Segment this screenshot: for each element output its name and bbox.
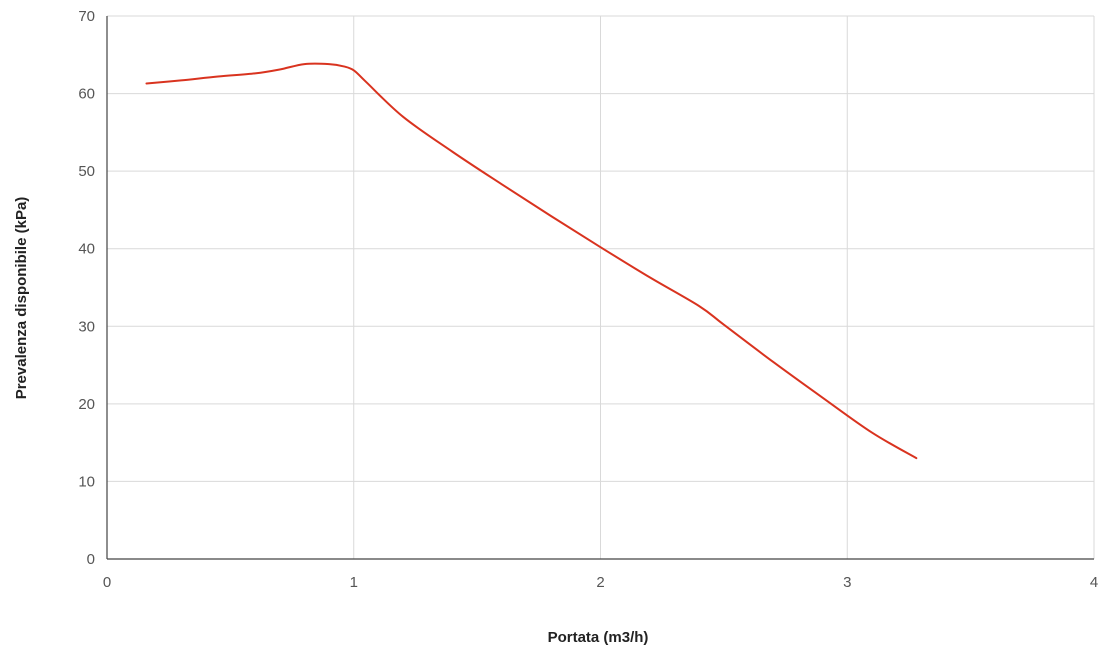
series-layer	[145, 62, 918, 460]
y-tick-label: 0	[87, 551, 95, 568]
series-line-0	[145, 62, 918, 460]
y-tick-label: 30	[78, 318, 95, 335]
tick-labels: 0 10 20 30 40 50 60 70 0 1 2 3 4	[78, 8, 1098, 591]
y-axis-title: Prevalenza disponibile (kPa)	[13, 197, 30, 400]
x-axis-title: Portata (m3/h)	[548, 629, 649, 646]
x-tick-label: 4	[1090, 574, 1098, 591]
y-tick-label: 60	[78, 86, 95, 103]
y-tick-label: 70	[78, 8, 95, 25]
grid	[107, 15, 1095, 559]
y-tick-label: 10	[78, 473, 95, 490]
axes	[106, 16, 1094, 560]
y-tick-label: 40	[78, 241, 95, 258]
x-tick-label: 3	[843, 574, 851, 591]
x-tick-label: 0	[103, 574, 111, 591]
x-tick-label: 1	[350, 574, 358, 591]
y-tick-label: 50	[78, 163, 95, 180]
x-tick-label: 2	[596, 574, 604, 591]
y-tick-label: 20	[78, 396, 95, 413]
